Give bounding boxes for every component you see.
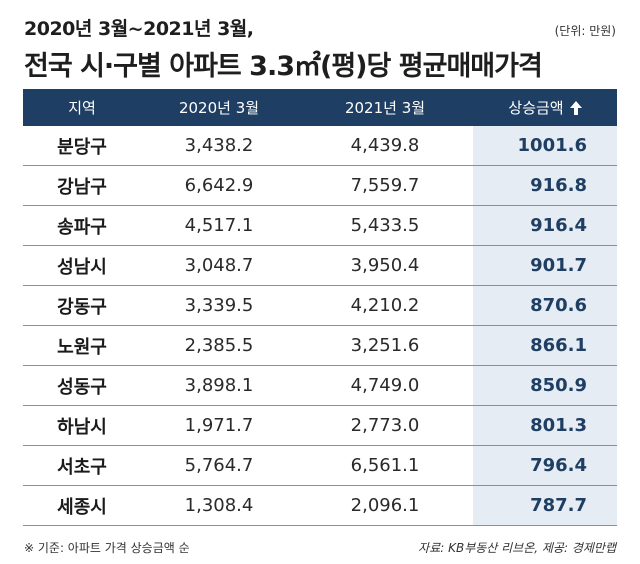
chart-title-line1: 2020년 3월~2021년 3월, xyxy=(24,18,254,40)
table-row: 송파구 4,517.1 5,433.5 916.4 xyxy=(23,206,617,246)
unit-label: (단위: 만원) xyxy=(554,24,616,38)
table-header: 지역 2020년 3월 2021년 3월 상승금액 xyxy=(23,89,617,126)
cell-region: 강남구 xyxy=(57,176,107,198)
cell-region: 노원구 xyxy=(57,336,107,358)
cell-region: 서초구 xyxy=(57,456,107,478)
header-increase: 상승금액 xyxy=(473,97,617,118)
footer-note: ※ 기준: 아파트 가격 상승금액 순 xyxy=(24,541,190,555)
cell-mar2021: 3,251.6 xyxy=(350,335,420,356)
header-mar2021: 2021년 3월 xyxy=(344,99,426,117)
header-mar2020: 2020년 3월 xyxy=(178,99,260,117)
cell-mar2020: 6,642.9 xyxy=(184,175,254,196)
cell-mar2020: 2,385.5 xyxy=(184,335,254,356)
cell-region: 성동구 xyxy=(57,376,107,398)
cell-mar2020: 5,764.7 xyxy=(184,455,254,476)
table-row: 강남구 6,642.9 7,559.7 916.8 xyxy=(23,166,617,206)
cell-increase: 796.4 xyxy=(473,446,617,485)
cell-mar2021: 7,559.7 xyxy=(350,175,420,196)
cell-region: 하남시 xyxy=(57,416,107,438)
cell-increase: 916.8 xyxy=(473,166,617,205)
cell-region: 강동구 xyxy=(57,296,107,318)
cell-increase: 916.4 xyxy=(473,206,617,245)
table-body: 분당구 3,438.2 4,439.8 1001.6 강남구 6,642.9 7,559.7… xyxy=(23,126,617,526)
cell-increase: 787.7 xyxy=(473,486,617,525)
cell-increase: 850.9 xyxy=(473,366,617,405)
cell-increase: 1001.6 xyxy=(473,126,617,165)
cell-increase: 870.6 xyxy=(473,286,617,325)
cell-mar2021: 4,210.2 xyxy=(350,295,420,316)
header-increase-label: 상승금액 xyxy=(508,99,564,117)
arrow-up-icon xyxy=(569,100,582,115)
cell-increase: 901.7 xyxy=(473,246,617,285)
chart-title-line2: 전국 시·구별 아파트 3.3㎡(평)당 평균매매가격 xyxy=(24,51,543,82)
cell-region: 분당구 xyxy=(57,136,107,158)
cell-mar2021: 6,561.1 xyxy=(350,455,420,476)
header-region: 지역 xyxy=(68,99,96,117)
footer-source: 자료: KB부동산 리브온, 제공: 경제만랩 xyxy=(418,541,616,555)
table-row: 성남시 3,048.7 3,950.4 901.7 xyxy=(23,246,617,286)
cell-region: 송파구 xyxy=(57,216,107,238)
cell-mar2020: 1,308.4 xyxy=(184,495,254,516)
cell-mar2020: 3,048.7 xyxy=(184,255,254,276)
cell-mar2021: 4,749.0 xyxy=(350,375,420,396)
cell-mar2021: 2,096.1 xyxy=(350,495,420,516)
table-row: 성동구 3,898.1 4,749.0 850.9 xyxy=(23,366,617,406)
cell-region: 성남시 xyxy=(57,256,107,278)
price-table: 지역 2020년 3월 2021년 3월 상승금액 분당구 3,438.2 4,43… xyxy=(23,89,617,526)
cell-mar2020: 1,971.7 xyxy=(184,415,254,436)
cell-mar2021: 3,950.4 xyxy=(350,255,420,276)
cell-mar2021: 5,433.5 xyxy=(350,215,420,236)
cell-mar2020: 3,339.5 xyxy=(184,295,254,316)
table-row: 세종시 1,308.4 2,096.1 787.7 xyxy=(23,486,617,526)
cell-increase: 801.3 xyxy=(473,406,617,445)
cell-increase: 866.1 xyxy=(473,326,617,365)
table-row: 분당구 3,438.2 4,439.8 1001.6 xyxy=(23,126,617,166)
table-row: 하남시 1,971.7 2,773.0 801.3 xyxy=(23,406,617,446)
cell-mar2020: 3,898.1 xyxy=(184,375,254,396)
table-row: 노원구 2,385.5 3,251.6 866.1 xyxy=(23,326,617,366)
cell-region: 세종시 xyxy=(57,496,107,518)
cell-mar2020: 4,517.1 xyxy=(184,215,254,236)
table-row: 서초구 5,764.7 6,561.1 796.4 xyxy=(23,446,617,486)
table-row: 강동구 3,339.5 4,210.2 870.6 xyxy=(23,286,617,326)
cell-mar2021: 4,439.8 xyxy=(350,135,420,156)
cell-mar2021: 2,773.0 xyxy=(350,415,420,436)
cell-mar2020: 3,438.2 xyxy=(184,135,254,156)
